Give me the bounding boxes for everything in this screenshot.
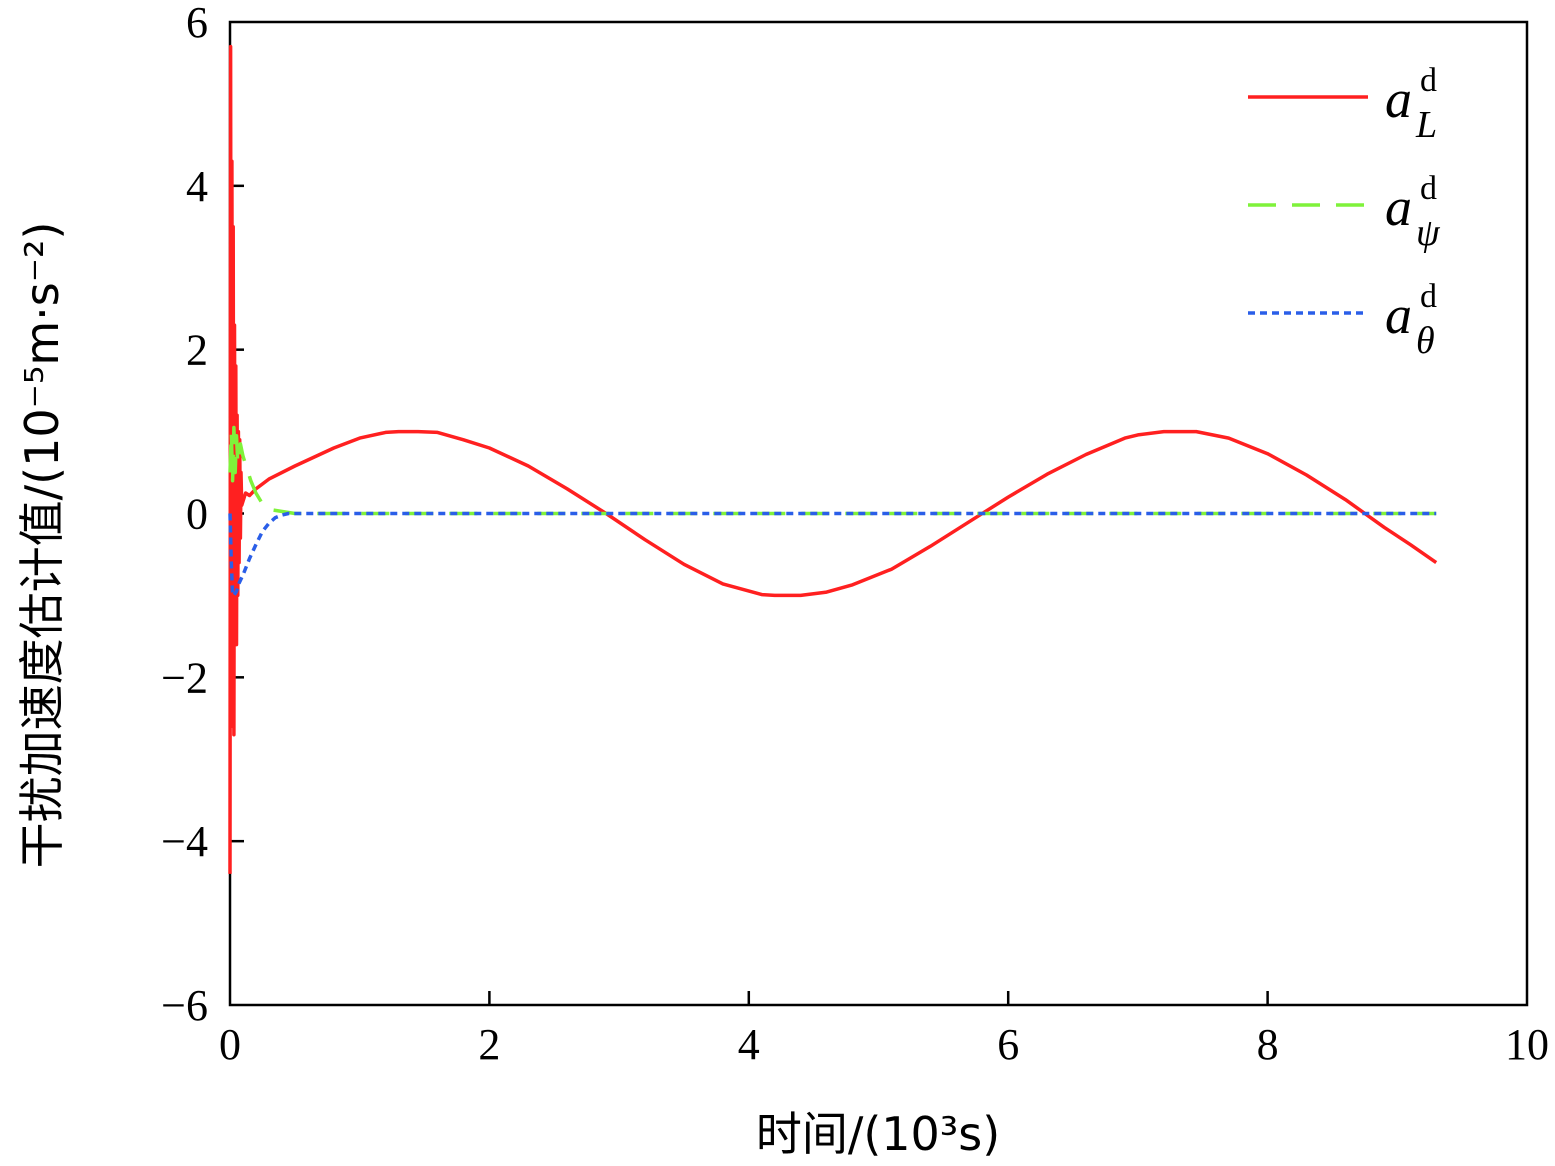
legend-superscript: d <box>1420 62 1437 99</box>
series-lines <box>228 44 1438 874</box>
y-tick-label: 6 <box>186 0 208 47</box>
x-tick-label: 10 <box>1505 1020 1549 1069</box>
y-tick-label: −4 <box>161 817 208 866</box>
legend-symbol: a <box>1385 69 1412 129</box>
x-tick-label: 6 <box>997 1020 1019 1069</box>
series-line <box>228 44 1438 874</box>
y-axis-title: 干扰加速度估计值/(10⁻⁵m·s⁻²) <box>15 222 69 869</box>
legend-symbol: a <box>1385 285 1412 345</box>
y-tick-label: −6 <box>161 981 208 1030</box>
legend-subscript: θ <box>1416 320 1435 362</box>
y-tick-label: −2 <box>161 653 208 702</box>
y-tick-label: 0 <box>186 490 208 539</box>
legend: a dLa dψa dθ <box>1248 62 1441 362</box>
x-tick-label: 4 <box>738 1020 760 1069</box>
legend-symbol: a <box>1385 177 1412 237</box>
x-tick-label: 2 <box>478 1020 500 1069</box>
y-tick-label: 4 <box>186 162 208 211</box>
x-axis-title: 时间/(10³s) <box>756 1107 1000 1161</box>
series-line <box>228 511 1437 598</box>
legend-superscript: d <box>1420 278 1437 315</box>
x-tick-label: 8 <box>1257 1020 1279 1069</box>
legend-subscript: ψ <box>1416 212 1441 254</box>
tick-labels: 0 2 4 6 8 10 −6 −4 −2 0 2 4 6 <box>161 0 1549 1069</box>
x-tick-label: 0 <box>219 1020 241 1069</box>
series-line <box>228 425 1437 516</box>
legend-superscript: d <box>1420 170 1437 207</box>
axis-ticks <box>230 184 1269 1005</box>
legend-subscript: L <box>1415 104 1437 146</box>
y-tick-label: 2 <box>186 326 208 375</box>
